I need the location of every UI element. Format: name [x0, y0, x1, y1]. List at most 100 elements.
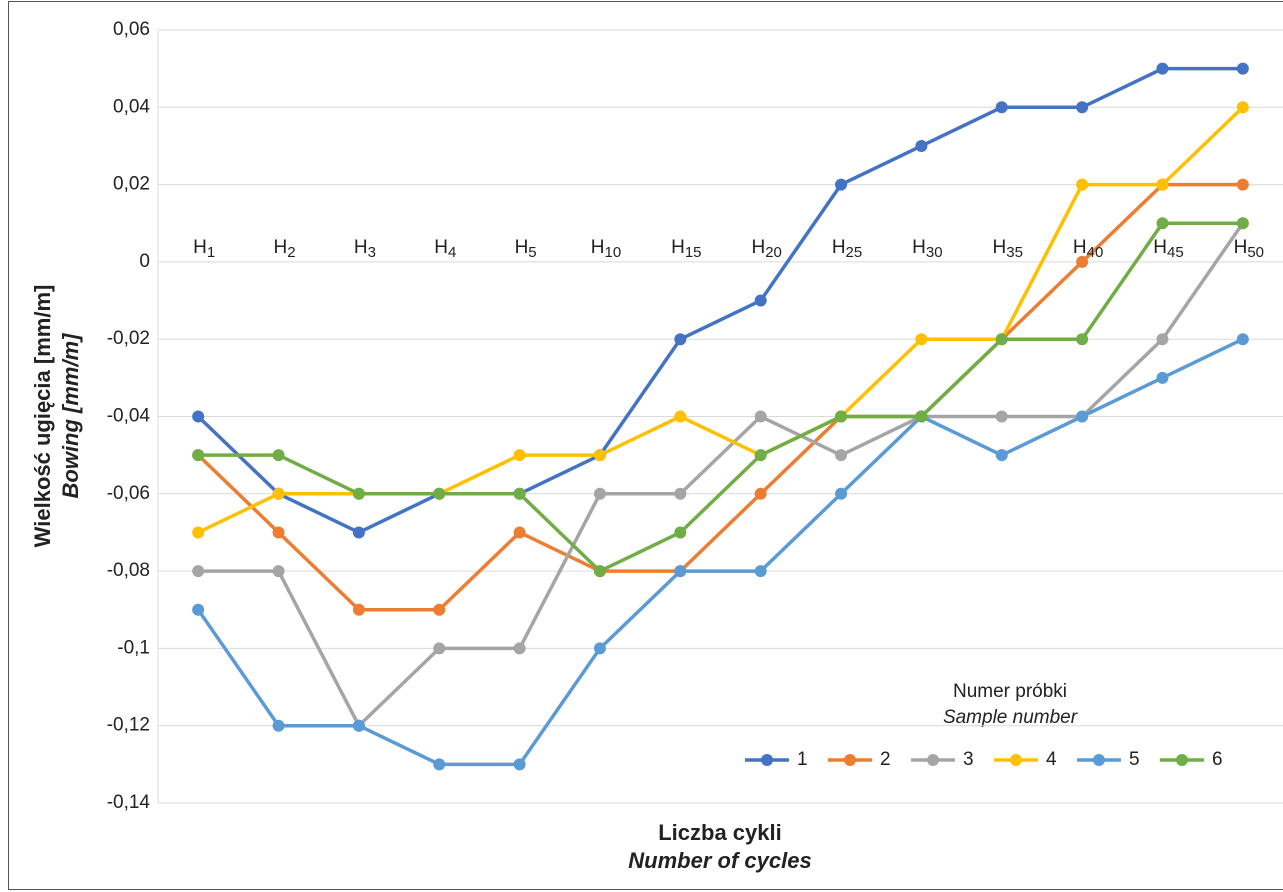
point: [1156, 371, 1169, 384]
point: [674, 410, 687, 423]
point: [835, 449, 848, 462]
legend-label: 3: [963, 749, 974, 770]
series-line: [198, 221, 1243, 573]
y-axis-title-en: Bowing [mm/m]: [58, 333, 83, 499]
point: [1076, 101, 1089, 114]
x-axis-title: Liczba cykli: [658, 820, 782, 845]
point: [1236, 333, 1249, 346]
point: [835, 487, 848, 500]
series-line: [196, 182, 1243, 612]
point: [272, 719, 285, 732]
point: [593, 449, 606, 462]
x-tick-label: H10: [591, 237, 621, 261]
legend-marker: [761, 754, 773, 766]
point: [1236, 62, 1249, 75]
point: [1076, 410, 1089, 423]
series-line: [196, 337, 1244, 767]
point: [995, 333, 1008, 346]
x-tick-label: H4: [434, 237, 456, 261]
point: [754, 410, 767, 423]
point: [674, 333, 687, 346]
y-tick-label: -0,08: [107, 560, 150, 581]
x-tick-label: H35: [993, 237, 1023, 261]
x-tick-label: H25: [832, 237, 862, 261]
legend-marker: [844, 754, 856, 766]
point: [593, 642, 606, 655]
legend-label: 2: [880, 749, 891, 770]
point: [754, 294, 767, 307]
legend-label: 1: [797, 749, 808, 770]
point: [754, 449, 767, 462]
point: [754, 565, 767, 578]
point: [513, 526, 526, 539]
point: [433, 642, 446, 655]
point: [192, 603, 205, 616]
point: [1236, 178, 1249, 191]
x-tick-label: H45: [1153, 237, 1183, 261]
point: [192, 565, 205, 578]
x-tick-label: H30: [912, 237, 942, 261]
x-tick-label: H50: [1234, 237, 1264, 261]
legend-marker: [1176, 754, 1188, 766]
point: [513, 487, 526, 500]
point: [352, 719, 365, 732]
point: [433, 758, 446, 771]
point: [915, 410, 928, 423]
point: [593, 565, 606, 578]
point: [995, 449, 1008, 462]
y-tick-label: -0,06: [107, 483, 150, 504]
point: [192, 526, 205, 539]
point: [754, 487, 767, 500]
point: [593, 487, 606, 500]
y-tick-label: -0,12: [107, 715, 150, 736]
legend-marker: [1093, 754, 1105, 766]
point: [1156, 62, 1169, 75]
y-tick-label: -0,02: [107, 328, 150, 349]
x-tick-label: H5: [515, 237, 537, 261]
point: [995, 101, 1008, 114]
point: [513, 642, 526, 655]
y-tick-label: -0,1: [117, 637, 150, 658]
legend-label: 6: [1212, 749, 1223, 770]
point: [272, 526, 285, 539]
y-tick-label: -0,14: [107, 792, 151, 813]
point: [272, 487, 285, 500]
point: [1076, 255, 1089, 268]
y-tick-label: 0,06: [113, 19, 150, 40]
x-tick-label: H40: [1073, 237, 1103, 261]
y-tick-label: -0,04: [107, 406, 151, 427]
point: [272, 565, 285, 578]
point: [995, 410, 1008, 423]
legend-label: 4: [1046, 749, 1057, 770]
point: [352, 526, 365, 539]
point: [915, 333, 928, 346]
point: [1236, 217, 1249, 230]
point: [192, 449, 205, 462]
legend-title-en: Sample number: [943, 707, 1078, 728]
point: [674, 487, 687, 500]
point: [1076, 178, 1089, 191]
point: [835, 178, 848, 191]
x-tick-label: H20: [751, 237, 781, 261]
point: [352, 603, 365, 616]
series-line: [198, 222, 1245, 728]
x-tick-label: H3: [354, 237, 376, 261]
point: [674, 565, 687, 578]
point: [1156, 333, 1169, 346]
point: [1076, 333, 1089, 346]
point: [915, 139, 928, 152]
point: [513, 449, 526, 462]
y-tick-label: 0: [139, 251, 150, 272]
y-tick-label: 0,02: [113, 174, 150, 195]
point: [513, 758, 526, 771]
series-line: [196, 66, 1243, 535]
y-axis-title: Wielkość ugięcia [mm/m]: [30, 285, 55, 548]
point: [433, 487, 446, 500]
x-tick-label: H2: [273, 237, 295, 261]
legend-marker: [927, 754, 939, 766]
x-tick-label: H1: [193, 237, 215, 261]
point: [272, 449, 285, 462]
point: [352, 487, 365, 500]
point: [433, 603, 446, 616]
